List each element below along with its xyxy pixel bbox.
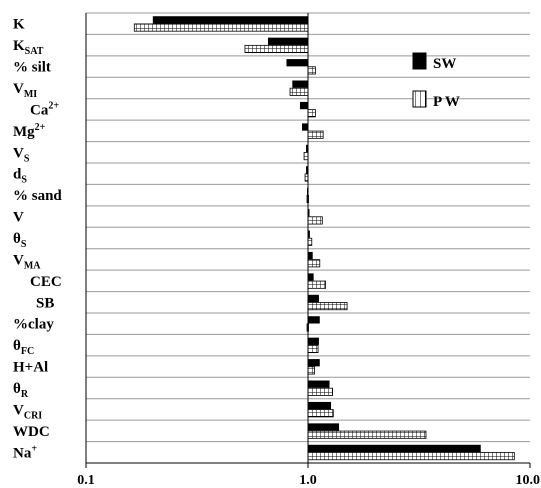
bar-sw-5	[302, 123, 308, 131]
bar-pw-11	[307, 259, 321, 268]
bar-pw-12	[307, 280, 326, 289]
category-label-12: CEC	[30, 274, 62, 290]
category-label-11: VMA	[13, 252, 41, 271]
category-label-4: Ca2+	[30, 100, 59, 118]
category-label-19: WDC	[13, 424, 50, 440]
bar-sw-4	[299, 101, 308, 110]
bar-pw-10	[307, 237, 313, 246]
category-label-13: SB	[36, 295, 54, 311]
category-label-14: %clay	[13, 317, 54, 333]
bar-sw-17	[308, 380, 330, 388]
bar-pw-1	[244, 44, 309, 54]
axes	[85, 13, 531, 468]
category-label-5: Mg2+	[13, 122, 46, 140]
bar-sw-7	[306, 166, 308, 174]
bar-sw-19	[308, 423, 340, 431]
category-label-2: % silt	[13, 60, 51, 76]
x-tick-label: 1.0	[299, 473, 317, 488]
bar-pw-4	[307, 109, 316, 118]
bar-pw-17	[307, 387, 333, 396]
category-label-15: θFC	[13, 338, 34, 357]
legend-label-pw: P W	[433, 94, 460, 110]
category-label-8: % sand	[13, 188, 62, 204]
legend: SW P W	[412, 52, 460, 110]
category-label-3: VMI	[13, 81, 37, 100]
category-label-0: K	[13, 17, 25, 33]
bar-sw-12	[308, 273, 314, 281]
bar-pw-20	[307, 452, 515, 461]
category-label-9: V	[13, 210, 24, 226]
bar-sw-0	[152, 16, 308, 24]
x-tick-label: 0.1	[77, 473, 95, 488]
category-label-20: Na+	[13, 443, 37, 461]
category-label-10: θS	[13, 231, 27, 250]
bar-pw-0	[133, 23, 309, 32]
bar-sw-2	[286, 59, 308, 67]
category-label-18: VCRI	[13, 402, 42, 421]
bar-sw-9	[308, 209, 310, 217]
legend-swatch-sw	[412, 52, 427, 70]
bar-pw-15	[307, 344, 319, 354]
x-tick-labels: 0.1 1.0 10.0	[77, 473, 540, 488]
bar-sw-20	[308, 444, 481, 453]
bar-sw-1	[267, 37, 308, 45]
legend-label-sw: SW	[433, 56, 456, 72]
bar-sw-18	[308, 401, 332, 410]
bar-pw-5	[307, 130, 324, 139]
bars	[133, 16, 515, 461]
category-label-16: H+Al	[13, 360, 48, 376]
category-label-7: dS	[13, 167, 27, 186]
bar-sw-13	[308, 294, 319, 303]
bar-sw-16	[308, 359, 320, 367]
bar-sw-11	[308, 251, 313, 260]
bar-pw-9	[307, 216, 323, 225]
bar-sw-3	[292, 80, 308, 88]
category-label-6: VS	[13, 145, 30, 164]
bar-pw-13	[307, 302, 348, 311]
category-label-17: θR	[13, 381, 29, 400]
bar-pw-19	[307, 430, 427, 439]
bar-sw-14	[308, 316, 320, 324]
x-tick-label: 10.0	[516, 473, 541, 488]
legend-swatch-pw	[412, 90, 427, 108]
category-label-1: KSAT	[13, 38, 44, 57]
bar-sw-10	[308, 230, 310, 238]
bar-pw-16	[307, 366, 315, 375]
bar-sw-6	[306, 144, 308, 153]
bar-pw-6	[303, 152, 309, 161]
bar-pw-18	[307, 409, 334, 418]
bar-sw-15	[308, 337, 319, 345]
bar-pw-2	[307, 66, 316, 75]
bar-pw-3	[289, 87, 309, 96]
